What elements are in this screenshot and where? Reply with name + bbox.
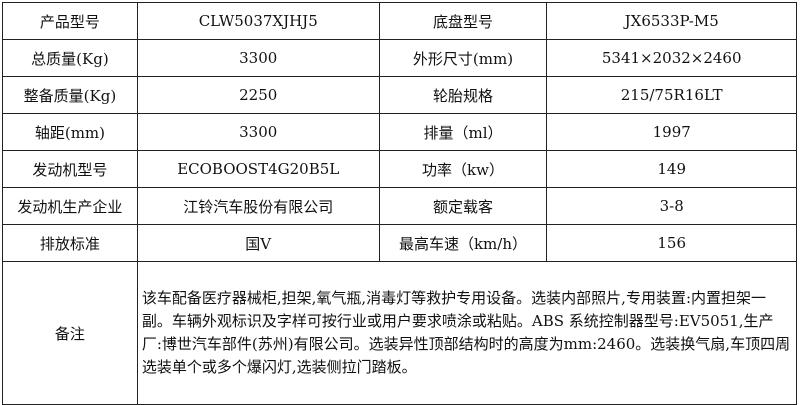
spec-value: CLW5037XJHJ5 [136, 2, 380, 40]
spec-value: 149 [546, 150, 797, 188]
spec-label: 排量（ml） [378, 113, 548, 151]
table-row: 产品型号 CLW5037XJHJ5 底盘型号 JX6533P-M5 [2, 2, 797, 40]
spec-label: 发动机生产企业 [2, 187, 138, 225]
notes-text: 该车配备医疗器械柜,担架,氧气瓶,消毒灯等救护专用设备。选装内部照片,专用装置:… [136, 261, 798, 405]
spec-value: 3-8 [546, 187, 797, 225]
spec-label: 产品型号 [2, 2, 138, 40]
notes-row: 备注 该车配备医疗器械柜,担架,氧气瓶,消毒灯等救护专用设备。选装内部照片,专用… [2, 261, 798, 405]
table-row: 轴距(mm) 3300 排量（ml） 1997 [2, 113, 797, 151]
spec-label: 整备质量(Kg) [2, 76, 138, 114]
spec-value: 2250 [136, 76, 380, 114]
spec-value: ECOBOOST4G20B5L [136, 150, 380, 188]
table-row: 整备质量(Kg) 2250 轮胎规格 215/75R16LT [2, 76, 797, 114]
table-row: 总质量(Kg) 3300 外形尺寸(mm) 5341×2032×2460 [2, 39, 797, 77]
spec-value: 156 [546, 224, 797, 262]
spec-label: 功率（kw） [378, 150, 548, 188]
spec-label: 轴距(mm) [2, 113, 138, 151]
table-row: 发动机型号 ECOBOOST4G20B5L 功率（kw） 149 [2, 150, 797, 188]
spec-value: 1997 [546, 113, 797, 151]
spec-label: 最高车速（km/h） [378, 224, 548, 262]
spec-label: 总质量(Kg) [2, 39, 138, 77]
spec-value: 215/75R16LT [546, 76, 797, 114]
spec-value: 3300 [136, 39, 380, 77]
spec-value: 国Ⅴ [136, 224, 380, 262]
spec-value: 5341×2032×2460 [546, 39, 797, 77]
spec-label: 轮胎规格 [378, 76, 548, 114]
spec-label: 底盘型号 [378, 2, 548, 40]
spec-value: 江铃汽车股份有限公司 [136, 187, 380, 225]
spec-label: 发动机型号 [2, 150, 138, 188]
spec-value: JX6533P-M5 [546, 2, 797, 40]
table-row: 发动机生产企业 江铃汽车股份有限公司 额定载客 3-8 [2, 187, 797, 225]
spec-label: 外形尺寸(mm) [378, 39, 548, 77]
spec-value: 3300 [136, 113, 380, 151]
table-row: 排放标准 国Ⅴ 最高车速（km/h） 156 [2, 224, 797, 262]
spec-label: 排放标准 [2, 224, 138, 262]
notes-label: 备注 [2, 261, 138, 405]
spec-label: 额定载客 [378, 187, 548, 225]
